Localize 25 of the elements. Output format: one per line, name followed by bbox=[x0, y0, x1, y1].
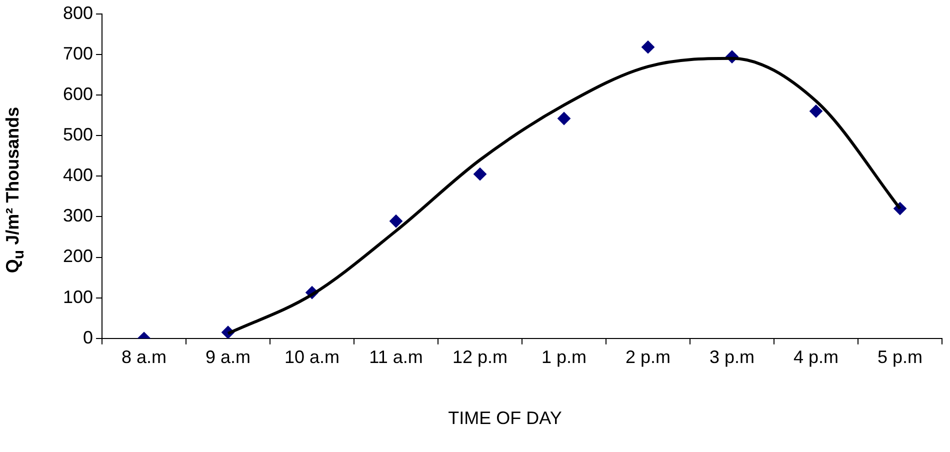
x-tick-label: 11 a.m bbox=[369, 347, 423, 368]
y-tick-label: 600 bbox=[62, 84, 94, 104]
x-tick-label: 3 p.m bbox=[709, 347, 755, 368]
point bbox=[474, 168, 487, 181]
point bbox=[642, 40, 655, 54]
y-tick-label: 500 bbox=[62, 124, 94, 144]
point bbox=[810, 104, 823, 118]
x-axis-title: TIME OF DAY bbox=[447, 408, 563, 429]
x-tick-label: 5 p.m bbox=[877, 347, 923, 368]
y-tick-label: 100 bbox=[62, 286, 94, 307]
y-tick-label: 400 bbox=[62, 165, 94, 186]
x-tick-label: 8 a.m bbox=[122, 347, 167, 368]
point bbox=[558, 112, 571, 125]
x-tick-label: 1 p.m bbox=[542, 347, 587, 368]
x-tick-label: 4 p.m bbox=[793, 347, 839, 368]
y-tick-label: 700 bbox=[62, 43, 94, 64]
y-tick-label: 800 bbox=[62, 2, 94, 23]
x-tick-label: 12 p.m bbox=[452, 347, 508, 368]
x-tick-label: 10 a.m bbox=[284, 347, 340, 368]
x-tick-label: 9 a.m bbox=[206, 347, 251, 368]
y-tick-label: 300 bbox=[62, 206, 94, 226]
x-tick-label: 2 p.m bbox=[625, 347, 671, 368]
y-tick-label: 200 bbox=[62, 246, 94, 266]
y-tick-label: 0 bbox=[83, 327, 94, 348]
point bbox=[390, 214, 403, 228]
